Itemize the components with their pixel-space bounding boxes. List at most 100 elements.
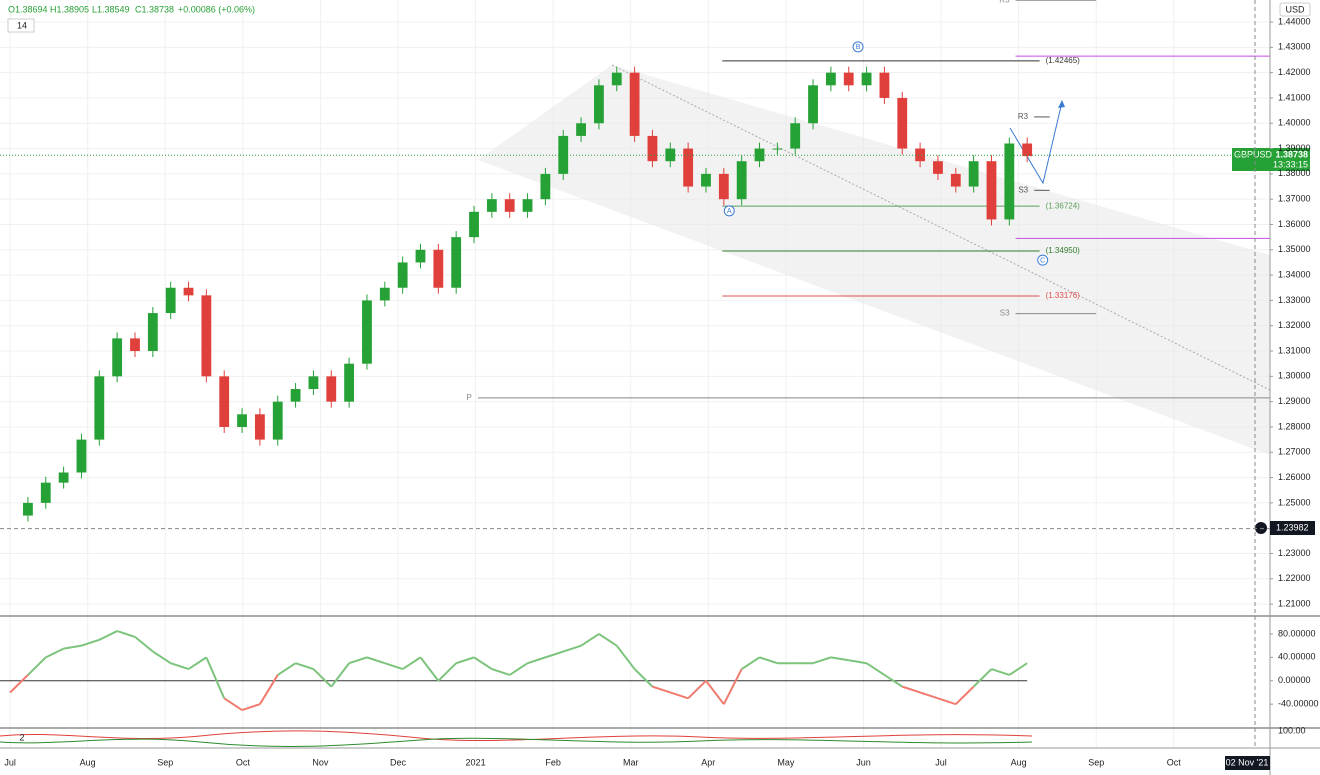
osc-segment (562, 644, 582, 653)
countdown: 13:33:15 (1273, 159, 1308, 169)
candle-body (40, 482, 51, 503)
candle-body (558, 135, 569, 174)
y-tick-label: 1.36000 (1278, 219, 1311, 229)
y-tick-label: 1.22000 (1278, 573, 1311, 583)
osc-segment (277, 662, 297, 676)
y-tick-label: 1.34000 (1278, 269, 1311, 279)
osc-segment (9, 674, 29, 694)
candle-body (237, 414, 247, 427)
wave-label: C (1040, 258, 1045, 265)
candle-body (718, 173, 729, 200)
y-tick-label: 1.32000 (1278, 320, 1311, 330)
y-tick-label: 1.38000 (1278, 168, 1311, 178)
osc-segment (848, 659, 867, 665)
osc-segment (919, 691, 939, 700)
candle-body (254, 414, 265, 440)
level-label: (1.33176) (1046, 291, 1081, 300)
osc-segment (473, 656, 493, 670)
candle-body (165, 287, 176, 314)
osc-segment (170, 662, 189, 671)
ohlc-value: L1.38549 (92, 4, 130, 14)
candle-body (23, 502, 33, 516)
x-tick-label: May (777, 757, 795, 767)
osc-tick-label: 40.00000 (1278, 652, 1316, 662)
y-tick-label: 1.29000 (1278, 396, 1311, 406)
candle-body (879, 72, 890, 98)
osc-segment (830, 656, 849, 662)
y-tick-label: 1.26000 (1278, 472, 1311, 482)
candle-body (94, 376, 105, 440)
osc-segment (705, 680, 725, 705)
candle-body (147, 313, 158, 352)
osc-segment (991, 668, 1010, 676)
candle-body (897, 97, 908, 149)
y-tick-label: 1.33000 (1278, 295, 1311, 305)
wave-marker (723, 205, 735, 217)
candle-body (379, 287, 390, 301)
candle-body (1022, 143, 1033, 157)
candle-body (665, 148, 676, 162)
x-tick-label: Aug (1011, 757, 1027, 767)
oscillator: 80.00000 40.00000 0.00000 -40.00000 (0, 628, 1319, 711)
candle-body (469, 211, 479, 238)
last-price: 1.38738 (1275, 149, 1308, 159)
osc-segment (295, 662, 314, 671)
osc-segment (527, 656, 546, 665)
crosshair-date-tag (1225, 756, 1270, 770)
osc-segment (81, 638, 100, 647)
currency-button[interactable] (1279, 2, 1311, 17)
lower-indicator: 2 (19, 732, 24, 742)
osc-segment (722, 668, 743, 705)
y-tick-label: 1.27000 (1278, 447, 1311, 457)
pitchfork-channel (478, 65, 1270, 455)
osc-segment (883, 674, 903, 688)
candle-body (219, 376, 230, 427)
candle-body (326, 376, 337, 402)
osc-segment (402, 656, 422, 670)
osc-segment (27, 656, 47, 676)
candle-body (272, 401, 283, 440)
indicator-box[interactable] (7, 18, 35, 33)
x-tick-label: Apr (701, 757, 715, 767)
x-tick-label: Aug (80, 757, 96, 767)
osc-segment (545, 650, 564, 659)
y-tick-label: 1.42000 (1278, 67, 1311, 77)
osc-segment (330, 662, 350, 688)
osc-segment (972, 668, 993, 688)
osc-segment (134, 636, 154, 653)
arrow-head (1058, 100, 1065, 108)
osc-tick-label: -40.00000 (1278, 699, 1319, 709)
osc-segment (687, 680, 707, 700)
candle-body (772, 148, 783, 150)
candle-body (112, 338, 123, 377)
candle-body (790, 123, 801, 149)
osc-segment (455, 656, 475, 665)
level-label: S3 (1018, 185, 1028, 194)
y-tick-label: 1.44000 (1278, 16, 1311, 26)
candle-body (843, 72, 854, 86)
currency[interactable]: USD (1285, 4, 1305, 14)
candle-body (968, 161, 979, 187)
osc-segment (45, 647, 65, 659)
candle-body (290, 388, 301, 402)
candle-body (58, 472, 69, 483)
x-tick-label: Sep (1088, 757, 1104, 767)
osc-segment (312, 668, 332, 688)
wave-marker (1037, 254, 1049, 266)
x-tick-label: Dec (390, 757, 407, 767)
osc-segment (633, 668, 654, 688)
osc-segment (812, 656, 832, 665)
y-tick-label: 1.28000 (1278, 421, 1311, 431)
wave-marker (852, 41, 864, 53)
osc-segment (259, 674, 279, 705)
candle-body (415, 249, 426, 263)
osc-segment (901, 685, 921, 694)
y-tick-label: 1.21000 (1278, 598, 1311, 608)
add-button[interactable] (1255, 522, 1267, 534)
osc-segment (63, 644, 82, 650)
candle-body (915, 148, 926, 162)
candle-body (808, 85, 818, 124)
osc-segment (384, 662, 403, 671)
x-tick-label: Feb (545, 757, 561, 767)
